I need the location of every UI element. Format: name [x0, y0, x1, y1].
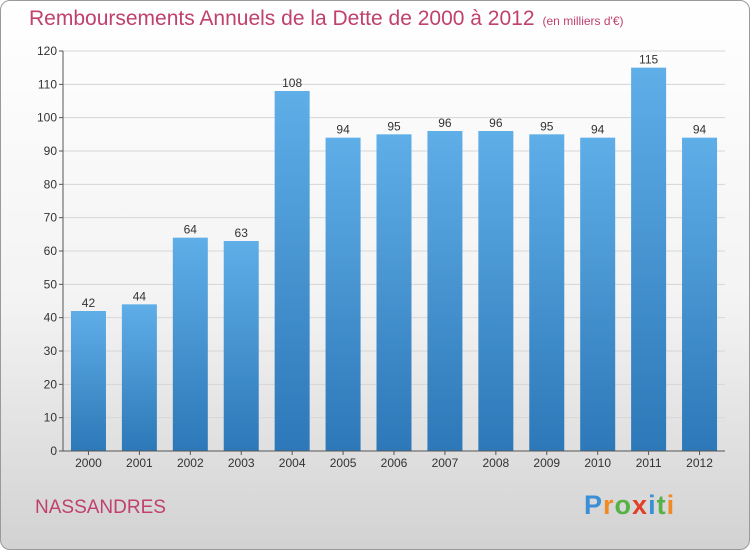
- y-tick-label: 100: [37, 111, 57, 125]
- bar: [427, 131, 463, 451]
- x-tick-label: 2001: [126, 456, 153, 470]
- data-label: 42: [82, 296, 96, 310]
- data-label: 96: [438, 116, 452, 130]
- proxiti-logo: Proxiti: [584, 490, 675, 521]
- data-label: 108: [282, 76, 302, 90]
- data-label: 63: [235, 226, 249, 240]
- bar: [478, 131, 514, 451]
- bars: 42 44 64 63 108 94 95 96 96 95 94 115 94: [70, 53, 718, 452]
- x-tick-label: 2011: [636, 456, 662, 470]
- x-tick-label: 2004: [279, 456, 306, 470]
- chart-title: Remboursements Annuels de la Dette de 20…: [29, 7, 535, 30]
- axes: 0 10 20 30 40 50 60 70 80 90 100 110 120 2000 2001 2002…: [37, 44, 725, 470]
- bar: [274, 91, 310, 451]
- x-tick-label: 2008: [482, 456, 509, 470]
- data-label: 95: [540, 119, 554, 133]
- data-label: 115: [639, 53, 658, 67]
- y-tick-label: 120: [37, 44, 57, 58]
- bar: [121, 304, 157, 451]
- x-tick-label: 2007: [432, 456, 459, 470]
- bar: [223, 241, 259, 451]
- bar: [70, 311, 106, 451]
- data-label: 95: [387, 119, 401, 133]
- x-tick-label: 2005: [330, 456, 357, 470]
- logo-letter: i: [648, 490, 657, 520]
- bar: [325, 137, 361, 451]
- chart-subtitle: (en milliers d'€): [542, 14, 624, 28]
- x-tick-label: 2012: [686, 456, 713, 470]
- y-tick-label: 50: [44, 277, 58, 291]
- y-tick-label: 80: [44, 177, 58, 191]
- x-tick-label: 2000: [75, 456, 102, 470]
- y-tick-label: 0: [50, 444, 57, 458]
- logo-letter: t: [656, 490, 667, 520]
- data-label: 64: [184, 223, 198, 237]
- logo-letter: r: [603, 490, 615, 520]
- x-tick-label: 2002: [177, 456, 204, 470]
- y-tick-label: 10: [44, 411, 58, 425]
- chart-title-block: Remboursements Annuels de la Dette de 20…: [29, 7, 624, 31]
- x-tick-label: 2006: [381, 456, 408, 470]
- bar: [631, 67, 667, 452]
- data-label: 94: [336, 123, 350, 137]
- y-tick-label: 90: [44, 144, 58, 158]
- data-label: 94: [591, 123, 605, 137]
- y-tick-label: 110: [38, 77, 57, 91]
- x-tick-label: 2009: [533, 456, 560, 470]
- x-tick-label: 2003: [228, 456, 255, 470]
- data-label: 44: [133, 289, 147, 303]
- bar: [172, 237, 208, 451]
- y-tick-label: 30: [44, 344, 58, 358]
- y-tick-label: 70: [44, 211, 58, 225]
- bar: [529, 134, 565, 452]
- bar: [580, 137, 616, 451]
- x-tick-label: 2010: [584, 456, 611, 470]
- logo-letter: o: [614, 490, 633, 520]
- data-label: 94: [693, 123, 707, 137]
- logo-letter: x: [632, 490, 649, 520]
- data-label: 96: [489, 116, 503, 130]
- logo-letter: P: [584, 490, 604, 520]
- y-tick-label: 40: [44, 311, 58, 325]
- y-tick-label: 20: [44, 377, 58, 391]
- bar: [682, 137, 718, 451]
- logo-letter: i: [666, 490, 676, 520]
- bar: [376, 134, 412, 452]
- y-tick-label: 60: [44, 244, 58, 258]
- commune-name: NASSANDRES: [35, 497, 166, 518]
